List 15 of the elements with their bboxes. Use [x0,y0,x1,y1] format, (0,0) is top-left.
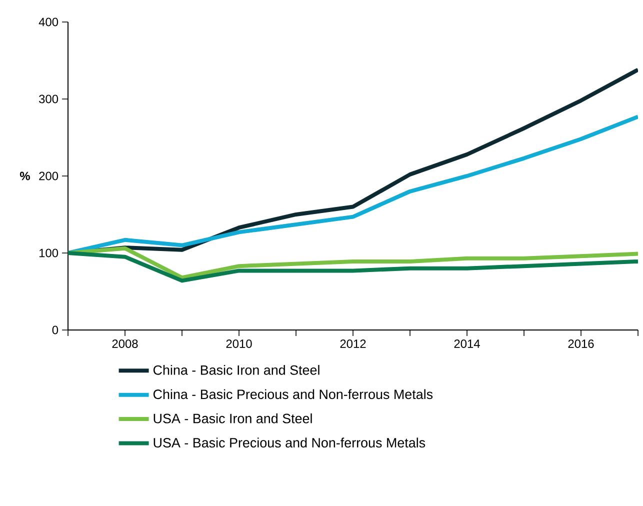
y-tick-label: 0 [52,326,58,334]
x-tick-label: 2008 [112,340,138,348]
legend-label: China - Basic Precious and Non-ferrous Metals [153,389,433,400]
y-tick-label: 400 [38,18,58,26]
x-tick-label: 2016 [568,340,594,348]
y-axis-title: % [20,172,30,180]
legend-label: China - Basic Iron and Steel [153,364,320,375]
x-tick-label: 2012 [340,340,366,348]
y-tick-label: 100 [39,248,58,258]
legend-label: USA - Basic Iron and Steel [154,413,312,424]
y-tick-label: 300 [39,94,58,104]
x-tick-label: 2014 [454,340,480,348]
legend-label: USA - Basic Precious and Non-ferrous Metals [154,438,426,448]
x-tick-label: 2010 [226,340,252,348]
y-tick-label: 200 [39,172,58,180]
